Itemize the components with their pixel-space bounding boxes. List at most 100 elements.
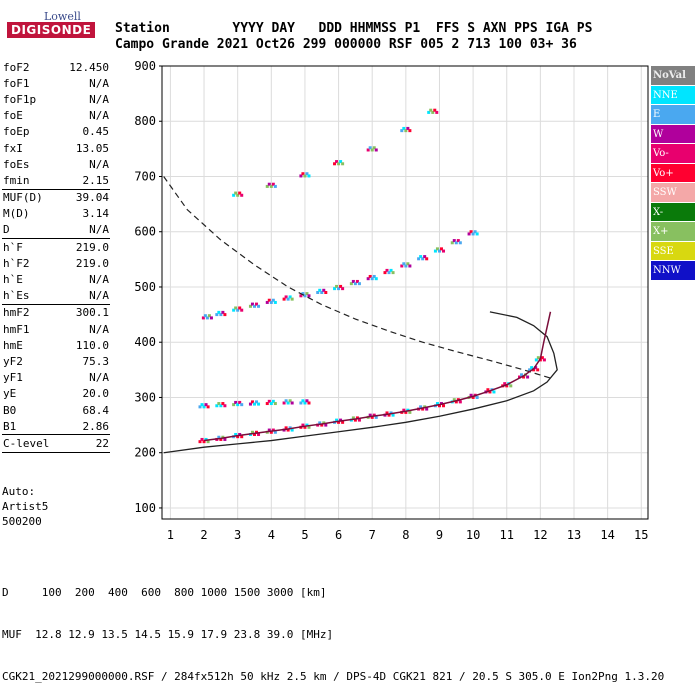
- echo-point: [374, 415, 378, 419]
- param-row: hmF2 300.1: [0, 305, 112, 321]
- echo-point: [333, 162, 337, 166]
- echo-point: [486, 388, 490, 392]
- echo-point: [240, 435, 244, 439]
- legend-item: X-: [651, 202, 695, 222]
- echo-point: [518, 375, 522, 379]
- param-separator: [2, 434, 110, 436]
- param-label: h`F: [3, 240, 23, 254]
- echo-point: [431, 110, 435, 114]
- echo-point: [391, 271, 395, 275]
- echo-point: [421, 257, 425, 261]
- param-value: N/A: [89, 223, 109, 237]
- echo-point: [271, 399, 275, 403]
- echo-point: [353, 418, 357, 422]
- legend-item: NNW: [651, 261, 695, 281]
- y-tick-label: 300: [134, 390, 156, 404]
- echo-point: [435, 247, 439, 251]
- echo-point: [205, 316, 209, 320]
- param-value: 20.0: [82, 387, 110, 401]
- echo-point: [267, 428, 271, 432]
- echo-point: [530, 366, 534, 370]
- echo-point: [303, 174, 307, 178]
- echo-point: [333, 287, 337, 291]
- param-row: yF2 75.3: [0, 353, 112, 369]
- echo-point: [534, 358, 538, 362]
- echo-point: [322, 288, 326, 292]
- echo-point: [267, 182, 271, 186]
- x-tick-label: 7: [369, 528, 376, 542]
- param-value: 22: [95, 436, 109, 450]
- echo-point: [372, 413, 376, 417]
- echo-point: [238, 432, 242, 436]
- fitted-trace: [203, 311, 552, 442]
- param-label: M(D): [3, 207, 30, 221]
- echo-point: [221, 402, 225, 406]
- param-value: 219.0: [75, 240, 109, 254]
- param-row: foEp 0.45: [0, 124, 112, 140]
- echo-point: [217, 435, 221, 439]
- echo-point: [206, 440, 210, 444]
- echo-point: [351, 416, 355, 420]
- footer-muf-row: MUF 12.8 12.9 13.5 14.5 15.9 17.9 23.8 3…: [2, 628, 334, 641]
- echo-point: [337, 287, 341, 291]
- echo-point: [341, 420, 345, 424]
- echo-point: [255, 430, 259, 434]
- echo-point: [286, 401, 290, 405]
- legend-item: W: [651, 124, 695, 144]
- echo-point: [339, 160, 343, 164]
- echo-point: [299, 174, 303, 178]
- echo-point: [238, 400, 242, 404]
- param-value: 12.450: [69, 60, 109, 74]
- x-tick-label: 13: [567, 528, 581, 542]
- echo-point: [301, 172, 305, 176]
- echo-point: [374, 277, 378, 281]
- echo-point: [391, 413, 395, 417]
- param-row: C-level 22: [0, 435, 112, 451]
- param-label: foF1: [3, 76, 30, 90]
- param-row: hmE 110.0: [0, 337, 112, 353]
- echo-point: [203, 314, 207, 318]
- echo-point: [219, 437, 223, 441]
- echo-point: [284, 295, 288, 299]
- param-value: N/A: [89, 273, 109, 287]
- echo-point: [282, 297, 286, 301]
- echo-point: [433, 108, 437, 112]
- echo-point: [322, 421, 326, 425]
- legend-item: SSE: [651, 241, 695, 261]
- param-value: 2.86: [82, 419, 110, 433]
- echo-point: [366, 277, 370, 281]
- echo-point: [273, 430, 277, 434]
- echo-point: [355, 279, 359, 283]
- echo-point: [198, 440, 202, 444]
- echo-point: [339, 284, 343, 288]
- param-row: h`Es N/A: [0, 288, 112, 304]
- echo-point: [257, 304, 261, 308]
- header-row-values: Campo Grande 2021 Oct26 299 000000 RSF 0…: [115, 37, 577, 52]
- echo-point: [442, 249, 446, 253]
- echo-point: [307, 294, 311, 298]
- echo-point: [204, 437, 208, 441]
- echo-point: [423, 255, 427, 259]
- echo-point: [271, 182, 275, 186]
- x-tick-label: 5: [301, 528, 308, 542]
- echo-point: [353, 282, 357, 286]
- param-row: yF1 N/A: [0, 370, 112, 386]
- param-label: fmin: [3, 173, 30, 187]
- echo-point: [473, 230, 477, 234]
- echo-point: [318, 421, 322, 425]
- echo-point: [389, 268, 393, 272]
- x-tick-label: 9: [436, 528, 443, 542]
- echo-point: [269, 184, 273, 188]
- echo-point: [217, 310, 221, 314]
- auto-artist: Artist5: [2, 500, 49, 513]
- echo-point: [442, 404, 446, 408]
- param-row: h`E N/A: [0, 271, 112, 287]
- echo-point: [536, 368, 540, 372]
- echo-point: [202, 440, 206, 444]
- echo-point: [475, 395, 479, 399]
- echo-point: [299, 294, 303, 298]
- param-label: yE: [3, 387, 17, 401]
- echo-point: [406, 126, 410, 130]
- echo-point: [341, 162, 345, 166]
- echo-point: [370, 415, 374, 419]
